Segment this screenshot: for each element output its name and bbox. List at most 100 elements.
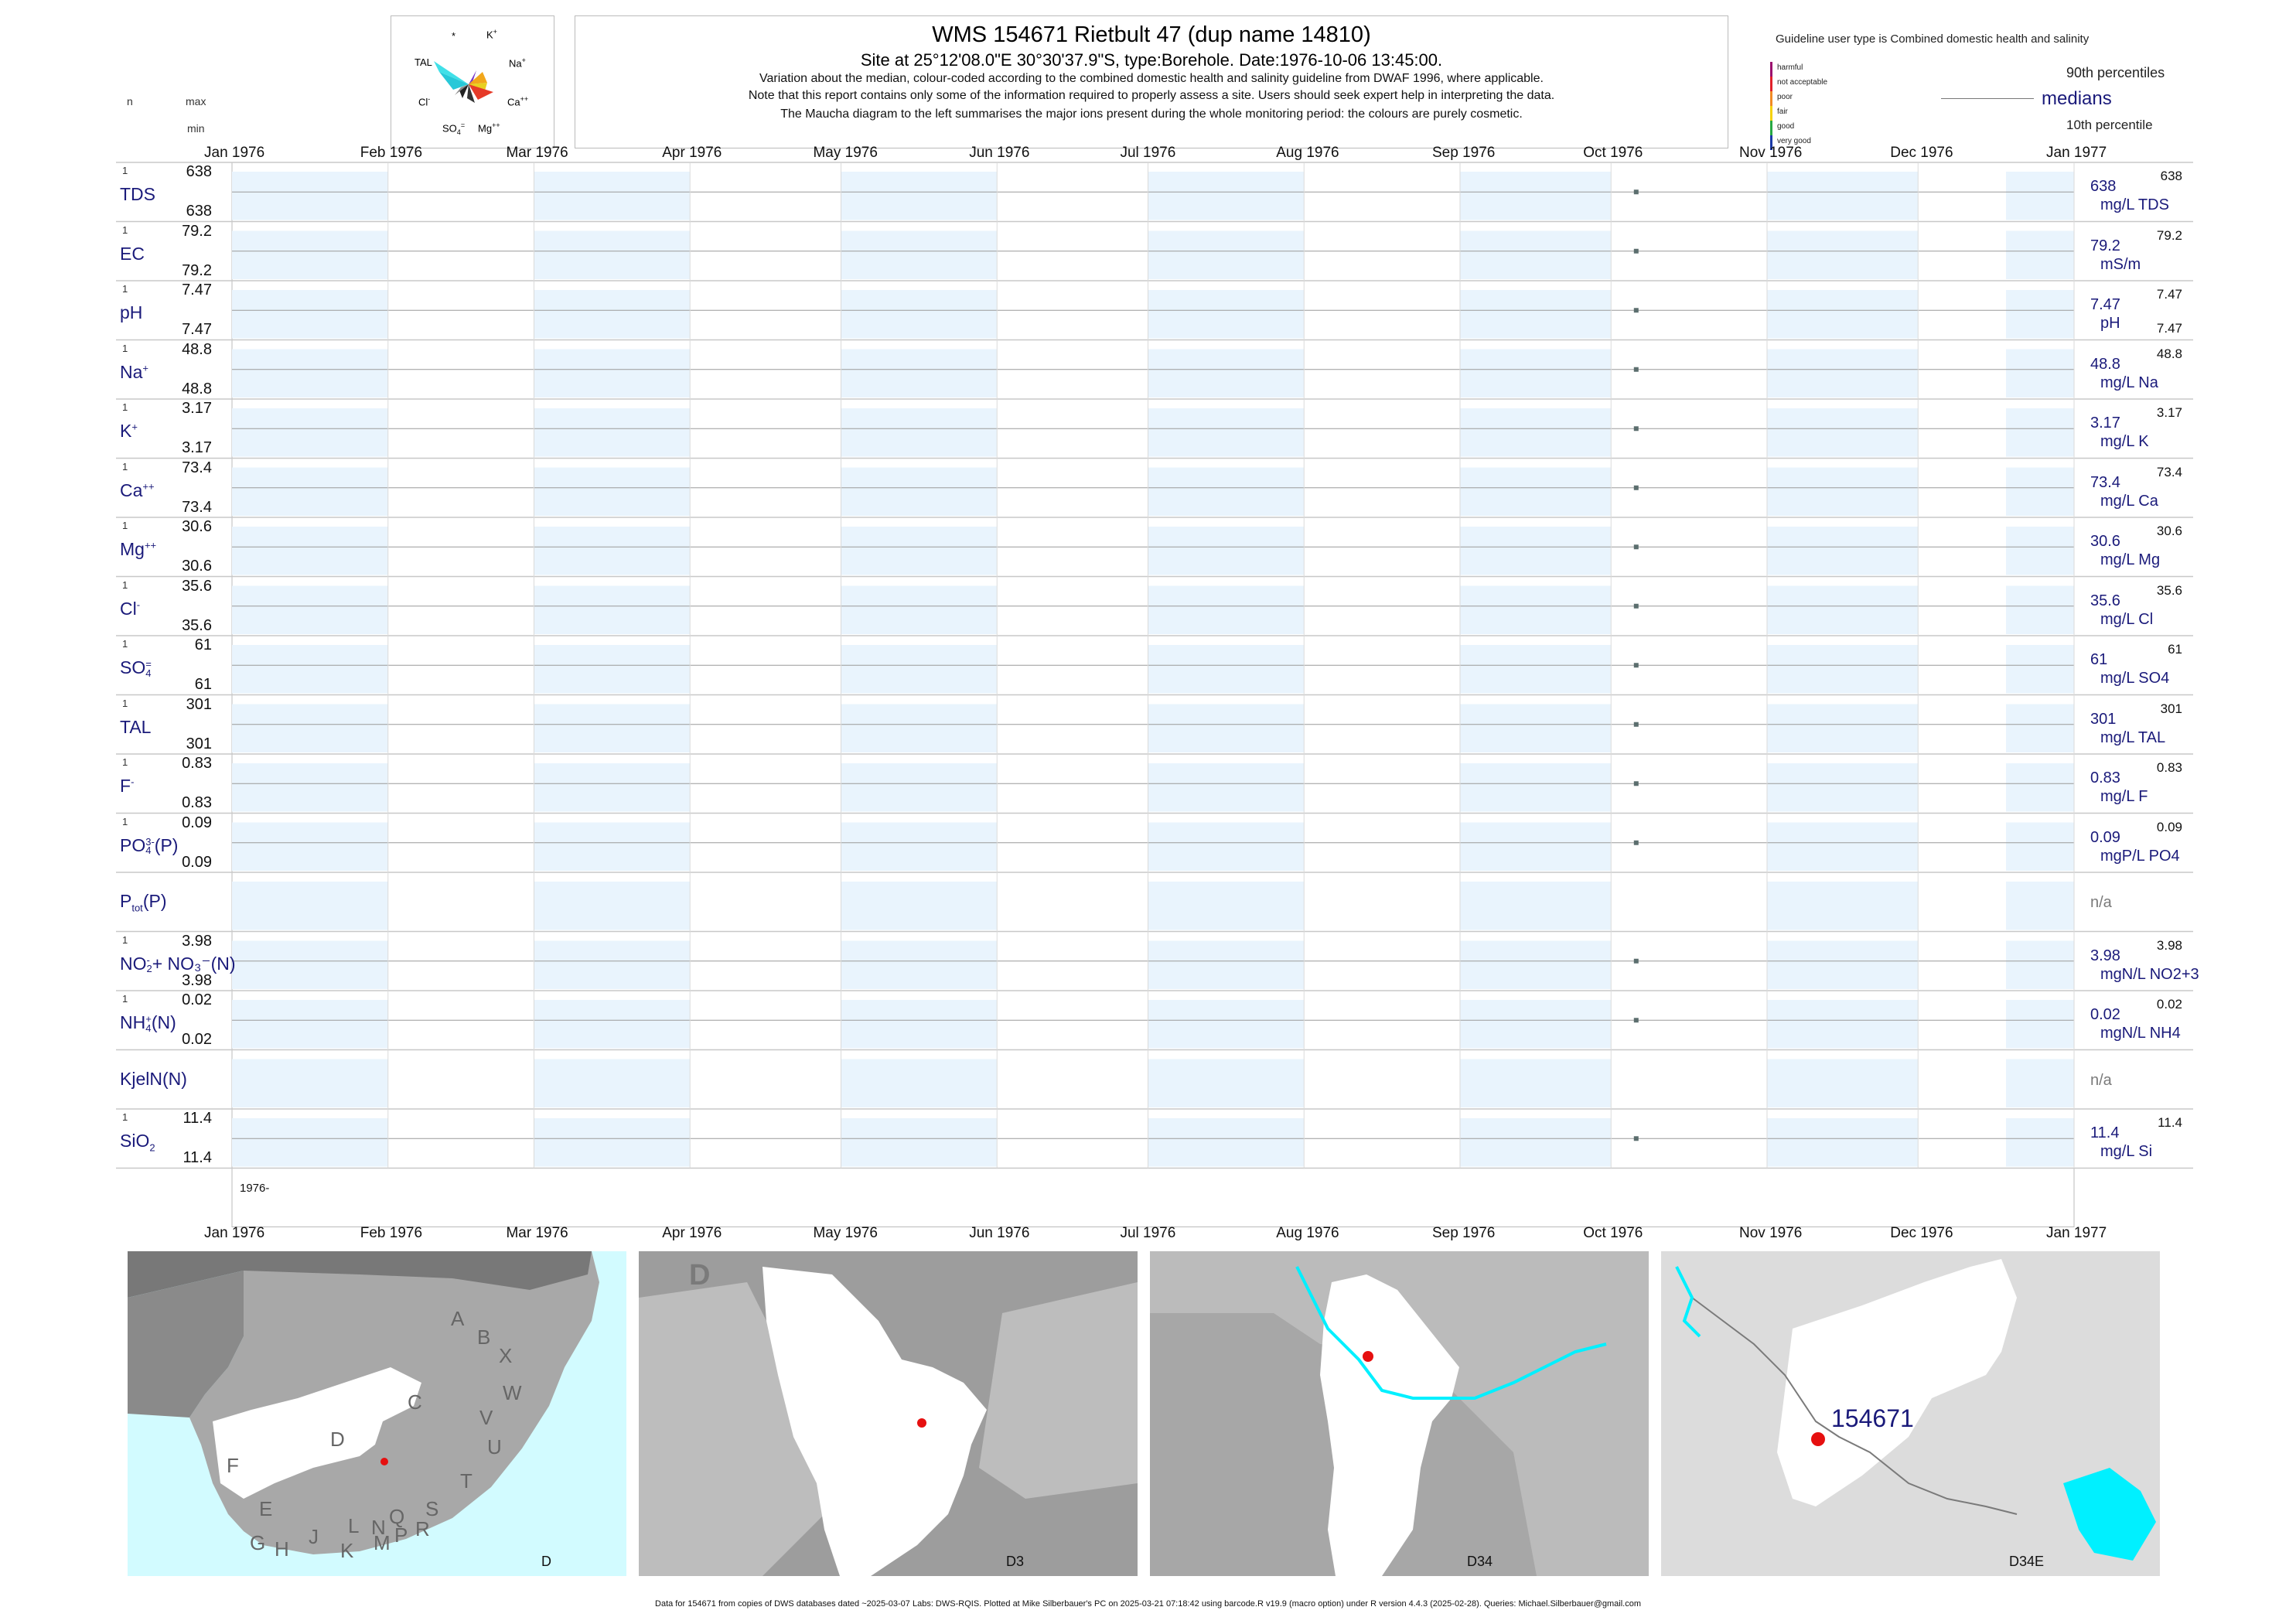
- month-band: [1460, 527, 1612, 575]
- map-d34e-caption: D34E: [2009, 1554, 2045, 1569]
- month-band: [1148, 172, 1305, 220]
- month-band: [534, 408, 691, 457]
- variable-label: NH+ 4(N): [120, 1012, 176, 1034]
- month-band: [2006, 1059, 2074, 1107]
- p90-value: 3.17: [2156, 405, 2182, 420]
- month-band: [1460, 1118, 1612, 1167]
- month-band: [1767, 940, 1919, 989]
- sample-point: [1633, 189, 1639, 195]
- map-d-region-p: P: [394, 1523, 408, 1547]
- variable-label: Cl-: [120, 598, 141, 619]
- month-band: [841, 585, 998, 634]
- map-panel-d34e: 154671 D34E: [1661, 1251, 2160, 1576]
- month-band: [1148, 1118, 1305, 1167]
- month-band: [232, 763, 388, 812]
- median-value: 301: [2090, 710, 2117, 728]
- month-band: [534, 349, 691, 397]
- min-value: 73.4: [182, 498, 212, 516]
- n-count: 1: [122, 520, 128, 531]
- month-band: [1767, 467, 1919, 516]
- month-band: [1148, 763, 1305, 812]
- median-value: 3.17: [2090, 415, 2120, 432]
- month-band: [1460, 172, 1612, 220]
- map-d-orange-basin: [213, 1367, 421, 1499]
- n-count: 1: [122, 401, 128, 413]
- tick-label-top: Feb 1976: [360, 145, 423, 161]
- maucha-wedge-tal-2: [439, 72, 469, 90]
- sample-point: [1633, 308, 1639, 313]
- month-band: [841, 467, 998, 516]
- map-d34-caption: D34: [1467, 1554, 1493, 1569]
- p90-value: 0.02: [2156, 997, 2182, 1012]
- month-band: [1460, 585, 1612, 634]
- legend-10th: 10th percentile: [2066, 118, 2153, 132]
- map-d34e-site-dot: [1811, 1432, 1825, 1446]
- sample-point: [1633, 1136, 1639, 1141]
- month-band: [232, 527, 388, 575]
- month-band: [534, 645, 691, 694]
- legend-label-0: harmful: [1777, 63, 1803, 72]
- max-value: 35.6: [182, 577, 212, 595]
- legend-medians: medians: [2042, 88, 2112, 109]
- legend-color-4: [1770, 121, 1772, 135]
- month-band: [841, 1059, 998, 1107]
- unit-label: mg/L Ca: [2100, 492, 2158, 510]
- month-band: [534, 882, 691, 930]
- min-value: 0.83: [182, 794, 212, 811]
- max-value: 48.8: [182, 340, 212, 358]
- min-value: 79.2: [182, 261, 212, 279]
- maucha-diagram-box: * K+ TAL Na+ Cl- Ca++ SO4= Mg++: [391, 15, 554, 148]
- sample-point: [1633, 426, 1639, 432]
- month-band: [232, 349, 388, 397]
- max-value: 79.2: [182, 222, 212, 240]
- title-box: WMS 154671 Rietbult 47 (dup name 14810) …: [575, 15, 1728, 148]
- tick-label-bottom: Jul 1976: [1120, 1225, 1176, 1241]
- month-band: [2006, 172, 2074, 220]
- map-d-region-n: N: [371, 1516, 386, 1539]
- map-d-region-s: S: [425, 1497, 439, 1520]
- month-band: [534, 467, 691, 516]
- median-value: 0.83: [2090, 769, 2120, 786]
- median-value: 61: [2090, 651, 2108, 668]
- month-band: [232, 172, 388, 220]
- month-band: [1460, 645, 1612, 694]
- month-band: [841, 882, 998, 930]
- month-band: [1767, 1118, 1919, 1167]
- month-band: [1460, 882, 1612, 930]
- maucha-label-tal: TAL: [415, 56, 432, 68]
- tick-label-bottom: Jun 1976: [969, 1225, 1030, 1241]
- map-d34-lighter: [1150, 1251, 1649, 1576]
- p90-value: 35.6: [2156, 582, 2182, 598]
- legend-color-5: [1770, 135, 1772, 150]
- footer-note: Data for 154671 from copies of DWS datab…: [655, 1599, 1641, 1609]
- sample-point: [1633, 248, 1639, 254]
- p90-value: 638: [2160, 169, 2182, 183]
- map-d-region-h: H: [275, 1537, 289, 1561]
- month-band: [1767, 763, 1919, 812]
- month-band: [1148, 882, 1305, 930]
- tick-label-bottom: Dec 1976: [1890, 1225, 1953, 1241]
- month-band: [534, 1118, 691, 1167]
- p90-value: 73.4: [2156, 464, 2182, 479]
- n-count: 1: [122, 638, 128, 650]
- unit-label: mg/L Na: [2100, 374, 2158, 391]
- year-label: 1976-: [240, 1182, 270, 1195]
- month-band: [534, 822, 691, 871]
- max-value: 61: [194, 636, 212, 653]
- month-band: [1148, 467, 1305, 516]
- map-d34e-river: [1691, 1297, 2018, 1515]
- map-d34-svg: [1150, 1251, 1649, 1576]
- unit-label: mgN/L NH4: [2100, 1025, 2181, 1042]
- sample-point: [1633, 840, 1639, 845]
- max-value: 0.02: [182, 991, 212, 1008]
- month-band: [841, 822, 998, 871]
- p90-value: 30.6: [2156, 524, 2182, 538]
- n-count: 1: [122, 756, 128, 768]
- n-count: 1: [122, 223, 128, 236]
- map-d-region-u: U: [487, 1435, 502, 1459]
- month-band: [534, 585, 691, 634]
- median-value: 0.02: [2090, 1006, 2120, 1023]
- month-band: [1148, 704, 1305, 752]
- month-band: [841, 172, 998, 220]
